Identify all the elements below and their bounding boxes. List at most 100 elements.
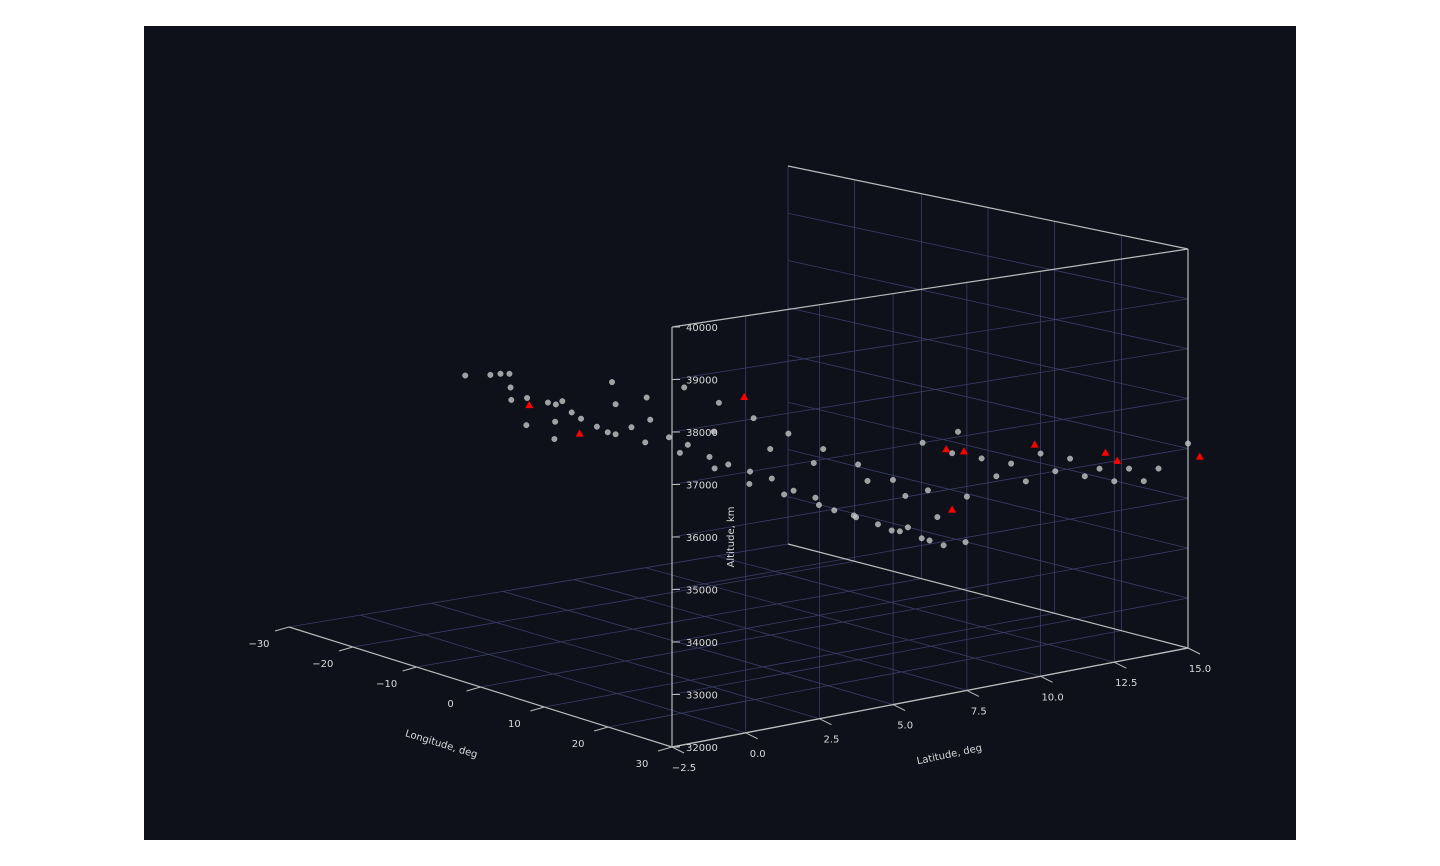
grid-line [288, 543, 789, 628]
triangle-marker [942, 445, 951, 453]
scatter-point [1096, 465, 1103, 472]
scatter-point [1081, 473, 1088, 480]
grid-line [787, 260, 1189, 350]
scatter-point [750, 415, 757, 422]
y-axis-label: Latitude, deg [916, 743, 983, 768]
x-tick [466, 686, 481, 692]
z-tick-label: 37000 [686, 481, 718, 492]
x-tick-label: −10 [376, 679, 397, 690]
y-tick [966, 689, 980, 697]
data-marks [462, 370, 1204, 549]
scatter-point [864, 477, 871, 484]
scatter-point [643, 394, 650, 401]
grid-line [716, 555, 1115, 663]
scatter-point [888, 527, 895, 534]
z-tick-label: 36000 [686, 533, 718, 544]
z-tick-label: 40000 [686, 323, 718, 334]
x-tick-label: −30 [248, 639, 269, 650]
grid-line [431, 602, 820, 720]
scatter-point [918, 535, 925, 542]
x-tick-label: 10 [508, 719, 521, 730]
scatter-point [711, 465, 718, 472]
scatter-point [604, 429, 611, 436]
scatter-point [781, 491, 788, 498]
triangle-marker [1030, 440, 1039, 448]
z-tick-label: 38000 [686, 428, 718, 439]
y-tick-label: −2.5 [672, 763, 696, 774]
grid-line [574, 579, 967, 691]
scatter-point [568, 409, 575, 416]
scatter-point [497, 370, 504, 377]
triangle-marker [1101, 448, 1110, 456]
scatter-point [940, 542, 947, 549]
x-tick-label: 20 [572, 739, 585, 750]
scatter-point [874, 521, 881, 528]
scatter-point [790, 487, 797, 494]
y-tick [1187, 647, 1201, 655]
scatter-point [1008, 460, 1015, 467]
x-axis-label: Longitude, deg [404, 728, 479, 760]
y-tick-label: 2.5 [823, 735, 839, 746]
pane-edge [787, 543, 1189, 649]
scatter-point [954, 428, 962, 435]
z-tick-label: 35000 [686, 586, 718, 597]
scatter-point [810, 459, 817, 467]
z-tick-label: 33000 [686, 691, 718, 702]
z-tick-label: 39000 [686, 376, 718, 387]
scatter-point [1037, 450, 1044, 457]
grid-line [480, 595, 989, 688]
grid-line [787, 401, 1189, 499]
scatter-point [919, 439, 926, 446]
x-tick-label: 0 [447, 699, 453, 710]
scatter-point [785, 430, 792, 437]
y-tick-label: 0.0 [750, 749, 766, 760]
grid-line [502, 591, 894, 705]
z-tick-label: 32000 [686, 743, 718, 754]
scatter-point [506, 370, 513, 377]
y-tick-label: 5.0 [897, 721, 913, 732]
y-tick [892, 704, 906, 712]
pane-edge [787, 165, 1189, 250]
scatter-3d-chart: −30 −20 −10 0 10 20 30 −2.5 0.0 2.5 5.0 7.5 10.0 12.5… [248, 165, 1211, 774]
grid-line [416, 578, 922, 668]
scatter-point [681, 384, 688, 391]
scatter-point [487, 371, 494, 378]
y-tick-label: 10.0 [1041, 692, 1063, 703]
grid-line [671, 348, 1189, 433]
grid-line [352, 560, 855, 648]
scatter-point [820, 445, 827, 453]
scatter-point [815, 501, 823, 509]
scatter-point [706, 453, 713, 460]
x-tick-label: −20 [312, 659, 333, 670]
scatter-point [523, 422, 530, 429]
scatter-point [642, 439, 649, 446]
scatter-point [676, 449, 683, 456]
scatter-point [710, 428, 717, 435]
scatter-point [715, 399, 722, 406]
scatter-point [812, 494, 819, 501]
scatter-point [831, 507, 838, 514]
grid-line [671, 547, 1189, 643]
scatter-point [1125, 465, 1133, 472]
grid-line [671, 497, 1189, 590]
scatter-point [551, 435, 558, 443]
scatter-point [612, 431, 619, 438]
scatter-point [850, 512, 857, 519]
scatter-point [978, 455, 985, 462]
scatter-point [665, 434, 673, 441]
grid-line [787, 212, 1189, 300]
grid-line [671, 398, 1189, 485]
y-tick-label: 12.5 [1115, 678, 1137, 689]
y-tick [671, 746, 685, 754]
x-tick [402, 666, 417, 672]
x-tick [338, 646, 353, 652]
scatter-point [746, 480, 753, 488]
scatter-point [593, 423, 600, 430]
scatter-point [577, 415, 585, 422]
x-tick-label: 30 [636, 759, 649, 770]
chart-figure: −30 −20 −10 0 10 20 30 −2.5 0.0 2.5 5.0 7.5 10.0 12.5… [144, 26, 1296, 840]
scatter-point [926, 537, 933, 544]
scatter-point [904, 524, 911, 531]
scatter-point [993, 473, 1000, 480]
grid-line [787, 354, 1189, 449]
